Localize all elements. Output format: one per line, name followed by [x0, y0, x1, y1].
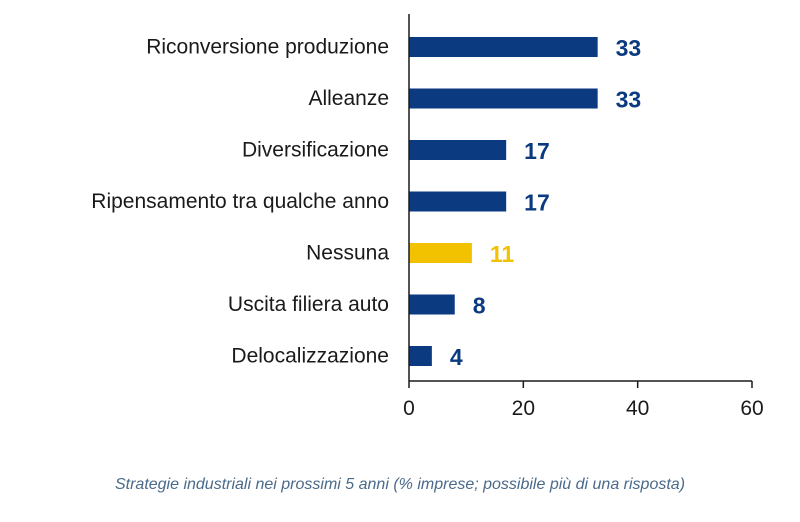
x-tick-label-20: 20	[512, 397, 535, 420]
bar-nessuna	[409, 243, 472, 263]
value-label-delocalizzazione: 4	[450, 344, 463, 370]
category-label-delocalizzazione: Delocalizzazione	[231, 345, 389, 368]
value-label-alleanze: 33	[616, 87, 642, 113]
value-label-riconversione-produzione: 33	[616, 35, 642, 61]
bar-riconversione-produzione	[409, 37, 598, 57]
x-tick-label-0: 0	[403, 397, 415, 420]
bar-chart: Riconversione produzione Alleanze Diversif…	[91, 14, 764, 420]
category-label-riconversione-produzione: Riconversione produzione	[146, 36, 389, 59]
value-label-diversificazione: 17	[524, 138, 550, 164]
x-tick-label-60: 60	[740, 397, 763, 420]
chart-caption: Strategie industriali nei prossimi 5 ann…	[114, 476, 686, 493]
value-label-nessuna: 11	[490, 241, 515, 267]
category-label-alleanze: Alleanze	[308, 87, 389, 110]
bar-delocalizzazione	[409, 346, 432, 366]
value-label-uscita-filiera-auto: 8	[473, 293, 486, 319]
axes-group	[408, 14, 752, 382]
bar-diversificazione	[409, 140, 507, 160]
bar-uscita-filiera-auto	[409, 294, 455, 315]
x-tick-label-40: 40	[626, 397, 649, 420]
category-labels-group: Riconversione produzione Alleanze Diversif…	[91, 36, 389, 368]
bars-group	[409, 37, 598, 366]
bar-ripensamento-tra-qualche-anno	[409, 191, 507, 212]
category-label-ripensamento-tra-qualche-anno: Ripensamento tra qualche anno	[91, 190, 389, 213]
category-label-nessuna: Nessuna	[306, 242, 389, 265]
bar-alleanze	[409, 88, 598, 109]
category-label-uscita-filiera-auto: Uscita filiera auto	[228, 293, 389, 316]
value-label-ripensamento-tra-qualche-anno: 17	[524, 190, 550, 216]
x-ticks-group: 0 20 40 60	[403, 381, 764, 420]
category-label-diversificazione: Diversificazione	[242, 139, 389, 162]
